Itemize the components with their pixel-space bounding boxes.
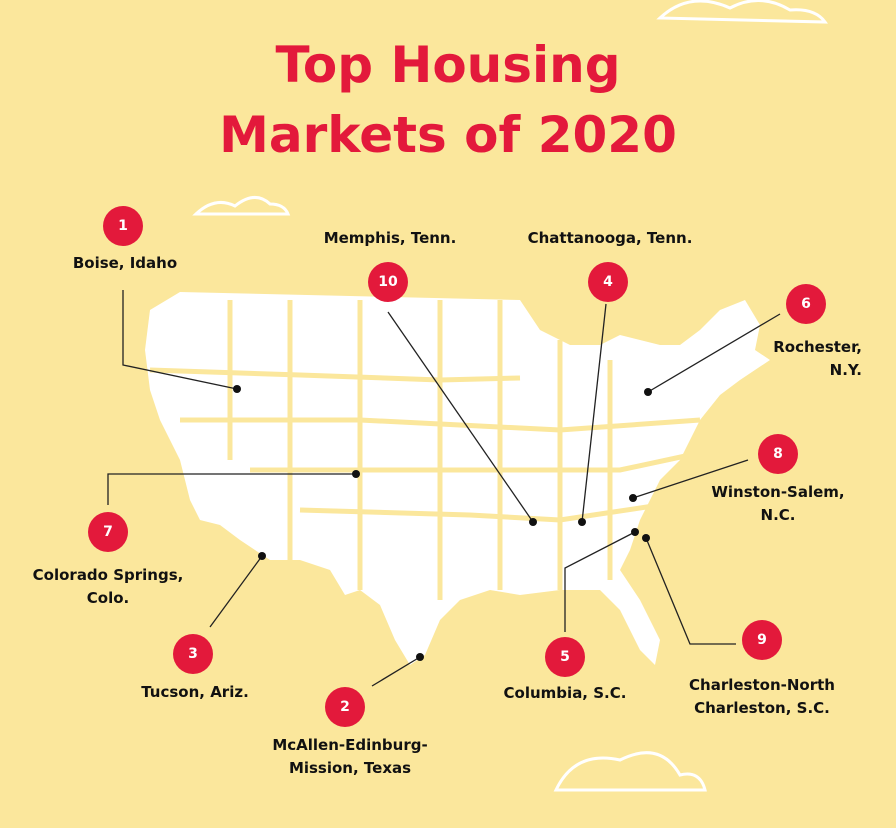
rank-number: 3 [188, 646, 198, 662]
rank-badge [758, 434, 798, 474]
city-label: Memphis, Tenn. [324, 229, 457, 247]
market-marker: 9 Charleston-North Charleston, S.C. [642, 534, 835, 717]
location-dot [642, 534, 650, 542]
city-label: Tucson, Ariz. [141, 683, 249, 701]
rank-badge [786, 284, 826, 324]
city-label: Winston-Salem, [711, 483, 844, 501]
leader-line [632, 459, 749, 499]
rank-number: 1 [118, 218, 128, 234]
rank-badge [545, 637, 585, 677]
market-marker: 7 Colorado Springs, Colo. [33, 470, 360, 607]
city-label: Columbia, S.C. [504, 684, 627, 702]
leader-line [387, 311, 534, 523]
border [149, 367, 521, 383]
rank-number: 2 [340, 699, 350, 715]
rank-number: 7 [103, 524, 113, 540]
leader-line [209, 555, 263, 628]
location-dot [631, 528, 639, 536]
location-dot [644, 388, 652, 396]
leader-line [647, 313, 781, 393]
cloud [656, 0, 828, 24]
city-label: N.C. [761, 506, 796, 524]
clouds [192, 0, 828, 792]
city-label: McAllen-Edinburg- [272, 736, 427, 754]
us-outline [145, 292, 770, 665]
state-borders [149, 300, 701, 600]
market-marker: 10 Memphis, Tenn. [324, 229, 537, 526]
cloud [553, 751, 707, 792]
location-dot [578, 518, 586, 526]
location-dot [352, 470, 360, 478]
market-marker: 5 Columbia, S.C. [504, 528, 639, 702]
city-label: Charleston, S.C. [694, 699, 830, 717]
market-marker: 4 Chattanooga, Tenn. [528, 229, 693, 526]
market-marker: 6 Rochester, N.Y. [644, 284, 862, 396]
market-marker: 1 Boise, Idaho [73, 206, 241, 393]
location-dot [233, 385, 241, 393]
city-label: Colo. [87, 589, 129, 607]
market-marker: 8 Winston-Salem, N.C. [629, 434, 845, 524]
us-map [145, 292, 770, 665]
location-dot [529, 518, 537, 526]
border [250, 452, 691, 473]
rank-number: 5 [560, 649, 570, 665]
rank-badge [742, 620, 782, 660]
market-marker: 2 McAllen-Edinburg- Mission, Texas [272, 653, 428, 777]
rank-number: 10 [378, 274, 398, 290]
rank-number: 8 [773, 446, 783, 462]
leader-line [645, 537, 736, 645]
leader-line [564, 531, 636, 632]
rank-badge [173, 634, 213, 674]
cloud [192, 196, 291, 216]
city-label: Charleston-North [689, 676, 835, 694]
city-label: N.Y. [830, 361, 862, 379]
city-label: Rochester, [773, 338, 862, 356]
leader-line [371, 656, 421, 687]
city-label: Boise, Idaho [73, 254, 177, 272]
rank-badge [325, 687, 365, 727]
border [180, 417, 701, 433]
rank-number: 9 [757, 632, 767, 648]
leader-line [581, 303, 607, 523]
city-label: Mission, Texas [289, 759, 411, 777]
location-dot [629, 494, 637, 502]
leader-line [122, 290, 238, 390]
leader-line [107, 473, 356, 505]
rank-number: 4 [603, 274, 613, 290]
title-line: Markets of 2020 [219, 106, 677, 164]
rank-badge [103, 206, 143, 246]
border [227, 300, 613, 600]
rank-number: 6 [801, 296, 811, 312]
rank-badge [368, 262, 408, 302]
location-dot [416, 653, 424, 661]
city-label: Chattanooga, Tenn. [528, 229, 693, 247]
city-label: Colorado Springs, [33, 566, 184, 584]
markers: 1 Boise, Idaho 2 McAllen-Edinburg- Mission, … [33, 206, 862, 777]
market-marker: 3 Tucson, Ariz. [141, 552, 266, 701]
title-line: Top Housing [275, 36, 620, 94]
location-dot [258, 552, 266, 560]
rank-badge [88, 512, 128, 552]
rank-badge [588, 262, 628, 302]
